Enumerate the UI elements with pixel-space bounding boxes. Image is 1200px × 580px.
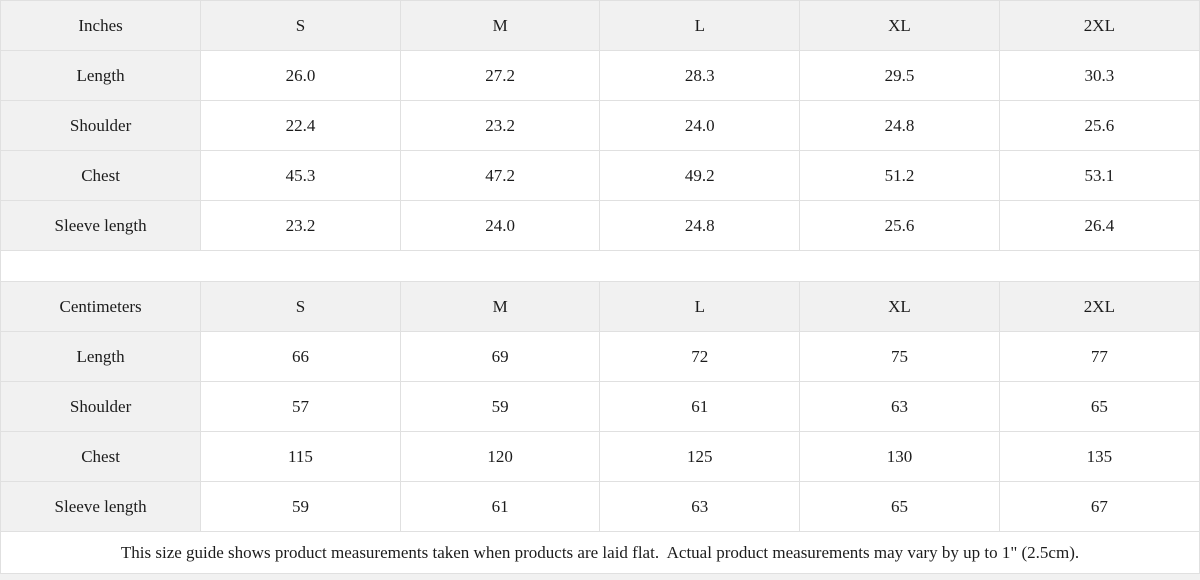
- measurement-cell: 25.6: [799, 200, 1000, 251]
- size-header-cell: XL: [799, 0, 1000, 51]
- size-header-cell: XL: [799, 281, 1000, 332]
- size-header-cell: L: [599, 281, 801, 332]
- measurement-cell: 26.4: [998, 200, 1200, 251]
- row-label-cell: Length: [0, 331, 202, 382]
- measurement-cell: 65: [799, 481, 1000, 532]
- measurement-cell: 53.1: [998, 150, 1200, 201]
- row-label-cell: Sleeve length: [0, 481, 202, 532]
- measurement-cell: 29.5: [799, 50, 1000, 101]
- measurement-cell: 59: [399, 381, 601, 432]
- measurement-cell: 25.6: [998, 100, 1200, 151]
- measurement-cell: 27.2: [399, 50, 601, 101]
- measurement-cell: 72: [599, 331, 801, 382]
- size-table-centimeters: Centimeters S M L XL 2XL Length 66 69 72 75 7…: [0, 281, 1200, 532]
- table-row: Chest 115 120 125 130 135: [0, 431, 1200, 482]
- measurement-cell: 57: [200, 381, 401, 432]
- header-row: Centimeters S M L XL 2XL: [0, 281, 1200, 332]
- measurement-cell: 61: [399, 481, 601, 532]
- unit-header-cell: Centimeters: [0, 281, 202, 332]
- measurement-cell: 23.2: [399, 100, 601, 151]
- table-row: Sleeve length 59 61 63 65 67: [0, 481, 1200, 532]
- size-header-cell: S: [200, 281, 401, 332]
- row-label-cell: Shoulder: [0, 381, 202, 432]
- table-row: Sleeve length 23.2 24.0 24.8 25.6 26.4: [0, 200, 1200, 251]
- measurement-cell: 26.0: [200, 50, 401, 101]
- row-label-cell: Chest: [0, 431, 202, 482]
- size-header-cell: 2XL: [998, 0, 1200, 51]
- measurement-cell: 75: [799, 331, 1000, 382]
- row-label-cell: Shoulder: [0, 100, 202, 151]
- table-spacer: [1, 250, 1199, 282]
- measurement-cell: 63: [799, 381, 1000, 432]
- size-header-cell: M: [399, 0, 601, 51]
- measurement-cell: 125: [599, 431, 801, 482]
- measurement-cell: 67: [998, 481, 1200, 532]
- measurement-cell: 47.2: [399, 150, 601, 201]
- header-row: Inches S M L XL 2XL: [0, 0, 1200, 51]
- size-header-cell: M: [399, 281, 601, 332]
- measurement-cell: 69: [399, 331, 601, 382]
- measurement-cell: 59: [200, 481, 401, 532]
- size-header-cell: S: [200, 0, 401, 51]
- measurement-cell: 49.2: [599, 150, 801, 201]
- measurement-cell: 61: [599, 381, 801, 432]
- measurement-cell: 66: [200, 331, 401, 382]
- row-label-cell: Chest: [0, 150, 202, 201]
- table-row: Chest 45.3 47.2 49.2 51.2 53.1: [0, 150, 1200, 201]
- measurement-cell: 28.3: [599, 50, 801, 101]
- measurement-cell: 24.0: [599, 100, 801, 151]
- measurement-cell: 115: [200, 431, 401, 482]
- row-label-cell: Sleeve length: [0, 200, 202, 251]
- table-row: Length 26.0 27.2 28.3 29.5 30.3: [0, 50, 1200, 101]
- footnote-row: This size guide shows product measuremen…: [1, 531, 1199, 573]
- measurement-cell: 51.2: [799, 150, 1000, 201]
- measurement-cell: 45.3: [200, 150, 401, 201]
- measurement-cell: 65: [998, 381, 1200, 432]
- unit-header-cell: Inches: [0, 0, 202, 51]
- table-row: Shoulder 22.4 23.2 24.0 24.8 25.6: [0, 100, 1200, 151]
- measurement-cell: 30.3: [998, 50, 1200, 101]
- table-row: Length 66 69 72 75 77: [0, 331, 1200, 382]
- measurement-cell: 24.0: [399, 200, 601, 251]
- measurement-cell: 135: [998, 431, 1200, 482]
- measurement-cell: 24.8: [799, 100, 1000, 151]
- size-header-cell: 2XL: [998, 281, 1200, 332]
- table-row: Shoulder 57 59 61 63 65: [0, 381, 1200, 432]
- measurement-cell: 63: [599, 481, 801, 532]
- measurement-cell: 130: [799, 431, 1000, 482]
- size-header-cell: L: [599, 0, 801, 51]
- measurement-cell: 120: [399, 431, 601, 482]
- measurement-cell: 77: [998, 331, 1200, 382]
- size-table-inches: Inches S M L XL 2XL Length 26.0 27.2 28.3 29…: [0, 0, 1200, 251]
- measurement-cell: 23.2: [200, 200, 401, 251]
- row-label-cell: Length: [0, 50, 202, 101]
- footnote-text: This size guide shows product measuremen…: [120, 542, 1080, 562]
- measurement-cell: 22.4: [200, 100, 401, 151]
- measurement-cell: 24.8: [599, 200, 801, 251]
